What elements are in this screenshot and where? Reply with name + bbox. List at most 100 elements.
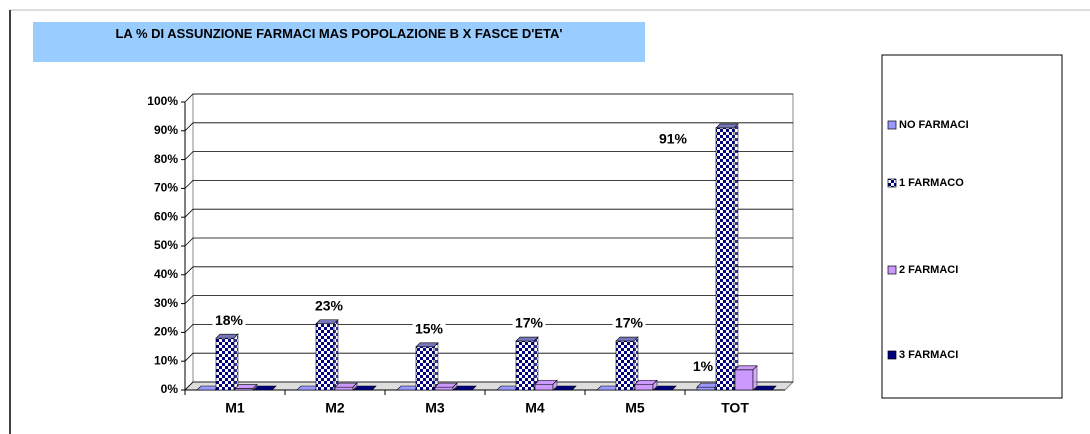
label-bg [212,312,246,331]
bar-side [771,385,777,391]
bar-front [434,386,454,391]
y-tick-label: 40% [154,267,178,281]
bar [553,385,577,391]
bar-side [552,379,558,391]
bar-front [696,386,716,391]
x-tick-label: M5 [625,400,645,416]
grid-line [184,352,793,362]
bar [415,342,439,391]
bar [715,123,739,391]
bar [634,379,658,391]
bar [515,336,539,391]
legend-swatch [887,350,897,360]
bar-front [615,340,635,391]
x-tick-label: TOT [721,400,749,416]
grid-line [184,381,793,391]
bar-front [634,383,654,391]
y-tick-label: 90% [154,123,178,137]
bar-front [215,337,235,391]
bar [334,382,358,391]
legend-label: 2 FARMACI [899,264,958,276]
legend-swatch [887,265,897,275]
data-label: 18% [215,312,244,328]
grid-line [184,295,793,304]
bar [253,385,277,391]
data-label: 17% [615,315,644,331]
y-tick-label: 100% [147,94,178,108]
y-tick-label: 60% [154,209,178,223]
legend-label: 3 FARMACI [899,349,958,361]
y-tick-label: 10% [154,353,178,367]
bar-front [534,383,554,391]
y-tick-label: 30% [154,296,178,310]
bar-side [733,123,739,391]
bar [434,382,458,391]
x-tick-label: M2 [325,400,345,416]
label-bg [691,358,715,377]
bar [753,385,777,391]
bar [315,319,339,391]
grid-line [184,266,793,276]
bar-front [734,369,754,391]
bar-side [752,365,758,391]
bar-side [452,382,458,391]
grid-line [184,179,793,189]
x-tick-label: M3 [425,400,445,416]
bar-side [233,333,239,391]
grid-line [184,151,793,160]
grid-line [184,122,793,132]
legend-box [881,54,1063,399]
bar-side [252,383,258,391]
bar [615,336,639,391]
data-label: 1% [693,358,714,374]
bar-front [334,386,354,391]
data-label: 91% [659,131,688,147]
grid-line [184,237,793,247]
x-tick-label: M1 [225,400,245,416]
label-bg [312,297,346,316]
legend-swatch [887,178,897,188]
legend-label: NO FARMACI [899,119,969,131]
bar [353,385,377,391]
legend-swatch [887,120,897,130]
grid-line [184,208,793,218]
label-bg [656,130,690,149]
data-label: 17% [515,315,544,331]
legend-label: 1 FARMACO [899,177,964,189]
bar [453,385,477,391]
bar-side [333,319,339,391]
bar [234,383,258,391]
bar [215,333,239,391]
chart-title: LA % DI ASSUNZIONE FARMACI MAS POPOLAZIO… [33,22,645,62]
y-tick-label: 80% [154,152,178,166]
bar-front [515,340,535,391]
grid-line [184,323,793,333]
bar [734,365,758,391]
y-tick-label: 20% [154,325,178,339]
data-label: 15% [415,321,444,337]
bar-side [652,379,658,391]
bar-side [271,385,277,391]
bar [534,379,558,391]
grid-line [184,93,793,103]
bar-side [571,385,577,391]
data-label: 23% [315,297,344,313]
bar-side [352,382,358,391]
bar-side [371,385,377,391]
bar-side [471,385,477,391]
y-tick-label: 70% [154,181,178,195]
label-bg [412,320,446,339]
bar [196,385,220,391]
bar-side [671,385,677,391]
y-tick-label: 50% [154,238,178,252]
bar-front [715,127,735,391]
bar-front [415,346,435,391]
x-tick-label: M4 [525,400,545,416]
label-bg [612,315,646,334]
y-tick-label: 0% [161,382,179,396]
bar [653,385,677,391]
label-bg [512,315,546,334]
bar-front [315,323,335,391]
